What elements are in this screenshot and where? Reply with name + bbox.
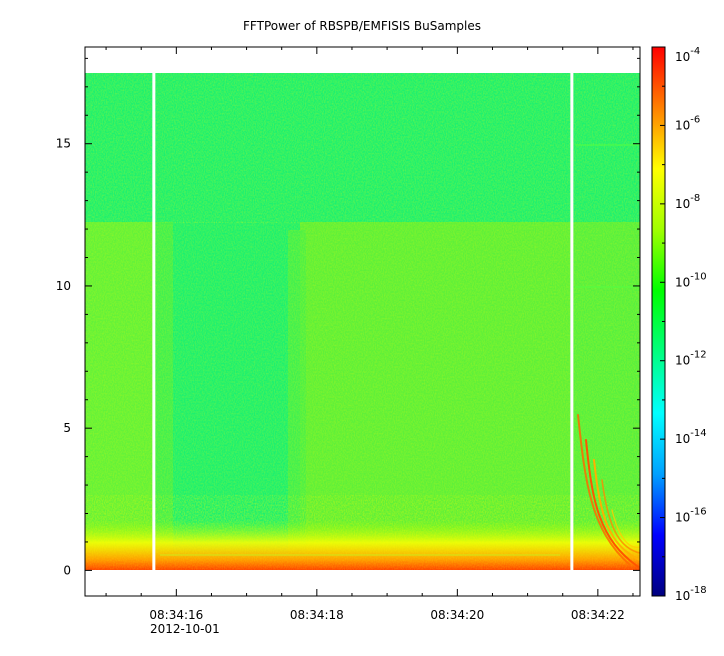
y-axis: 0 5 10 15 xyxy=(56,57,640,577)
spectrogram-plot-area xyxy=(85,47,640,596)
x-axis-date-label: 2012-10-01 xyxy=(150,622,220,636)
colorbar-tick-label-3: 10-10 xyxy=(675,271,707,289)
spectrogram-low-band-grain xyxy=(85,495,640,570)
spectrogram-chorus-traces xyxy=(577,414,640,569)
x-tick-label-0: 08:34:16 xyxy=(149,608,203,622)
colorbar-scale xyxy=(652,47,665,596)
chart-title: FFTPower of RBSPB/EMFISIS BuSamples xyxy=(243,19,481,33)
x-tick-label-2: 08:34:20 xyxy=(430,608,484,622)
colorbar: 10-4 10-6 10-8 10-10 10-12 10-14 10-16 10-18 xyxy=(651,46,707,603)
colorbar-tick-label-5: 10-14 xyxy=(675,428,707,446)
data-gap-1 xyxy=(570,72,574,571)
spectrogram-grain-top xyxy=(85,73,640,223)
y-tick-label-0: 0 xyxy=(63,563,71,577)
y-tick-label-1: 5 xyxy=(63,421,71,435)
x-tick-label-3: 08:34:22 xyxy=(571,608,625,622)
colorbar-tick-label-1: 10-6 xyxy=(675,114,700,132)
y-tick-label-2: 10 xyxy=(56,279,71,293)
colorbar-tick-label-7: 10-18 xyxy=(675,585,707,603)
data-gap-0 xyxy=(152,72,156,571)
colorbar-tick-label-4: 10-12 xyxy=(675,350,707,368)
colorbar-tick-label-0: 10-4 xyxy=(675,46,700,64)
x-axis: 08:34:16 08:34:18 08:34:20 08:34:22 xyxy=(105,47,634,622)
x-tick-label-1: 08:34:18 xyxy=(290,608,344,622)
colorbar-tick-label-6: 10-16 xyxy=(675,507,707,525)
colorbar-tick-label-2: 10-8 xyxy=(675,193,700,211)
y-tick-label-3: 15 xyxy=(56,137,71,151)
plot-frame xyxy=(84,46,641,597)
